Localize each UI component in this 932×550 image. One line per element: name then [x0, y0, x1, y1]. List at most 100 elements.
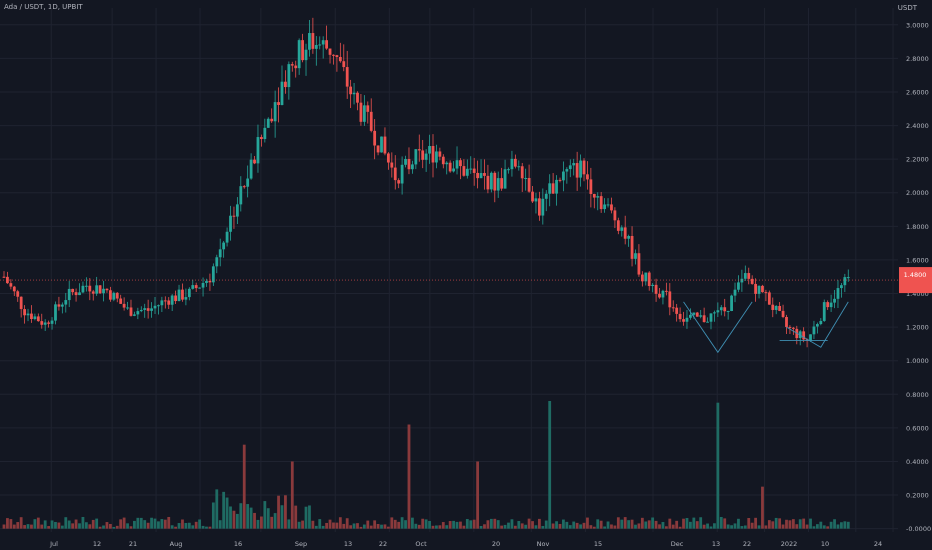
x-tick-label: 10 [821, 540, 829, 548]
candle-body [709, 313, 713, 322]
candle-body [809, 334, 812, 341]
volume-bar [737, 518, 740, 529]
volume-bar [225, 497, 229, 529]
volume-bar [496, 520, 500, 529]
volume-bar [610, 524, 613, 529]
volume-bar [651, 517, 655, 529]
volume-bar [297, 521, 301, 529]
y-tick-label: 2.8000 [906, 55, 929, 63]
volume-bar [2, 524, 6, 529]
candle-body [689, 314, 692, 318]
volume-bar [452, 520, 455, 529]
candle-body [455, 160, 459, 169]
volume-bar [160, 519, 164, 529]
candle-body [19, 296, 23, 310]
candle-body [476, 172, 480, 179]
candle-body [325, 40, 329, 49]
candle-body [603, 204, 606, 210]
candle-body [373, 130, 377, 146]
volume-bar [246, 504, 250, 529]
volume-bar [157, 521, 160, 529]
volume-bar [723, 518, 727, 529]
volume-bar [713, 523, 716, 529]
candle-body [119, 298, 123, 304]
volume-bar [579, 524, 582, 529]
volume-bar [620, 519, 624, 529]
candle-body [723, 307, 727, 312]
candle-body [260, 137, 263, 140]
volume-bar [74, 519, 78, 529]
volume-bar [513, 525, 517, 529]
volume-bar [33, 519, 37, 529]
candle-body [64, 300, 68, 305]
volume-bar [349, 525, 353, 529]
volume-bar [71, 523, 75, 529]
volume-bar [318, 519, 322, 529]
volume-bar [551, 523, 555, 529]
x-tick-label: 22 [743, 540, 751, 548]
volume-bar [177, 523, 181, 529]
candle-body [366, 105, 370, 112]
volume-bar [469, 520, 473, 529]
y-tick-label: 0.2000 [906, 492, 929, 500]
candle-body [781, 310, 785, 317]
candle-body [349, 86, 353, 95]
volume-bar [531, 521, 534, 529]
candle-body [634, 253, 637, 259]
candle-body [826, 302, 830, 308]
candle-body [249, 159, 253, 179]
volume-bar [81, 516, 85, 529]
volume-bar [380, 524, 383, 529]
volume-bar [414, 523, 418, 529]
candle-body [376, 145, 380, 153]
volume-bar [534, 525, 538, 529]
volume-bar [846, 521, 850, 529]
volume-bar [23, 525, 26, 529]
candle-body [187, 288, 191, 298]
volume-bar [301, 520, 304, 529]
volume-bar [332, 522, 335, 529]
volume-bar [345, 518, 349, 529]
candle-body [682, 319, 685, 322]
candle-body [771, 304, 775, 310]
volume-bar [16, 522, 20, 529]
candle-body [668, 291, 672, 308]
candle-body [544, 193, 548, 199]
candle-body [211, 266, 215, 283]
volume-bar [785, 519, 788, 529]
volume-bar [187, 522, 191, 529]
y-tick-label: 1.2000 [906, 324, 929, 332]
x-axis: Jul 12 21 Aug 16 Sep 13 22 Oct 20 Nov 15 Dec 13 22 2022… [49, 540, 882, 548]
volume-bar [54, 521, 57, 529]
x-tick-label: Sep [295, 540, 307, 548]
candle-body [627, 236, 631, 239]
volume-bar [373, 520, 377, 529]
candle-body [43, 322, 47, 325]
volume-bar [235, 513, 239, 529]
candle-body [678, 313, 682, 320]
y-tick-label: 2.0000 [906, 189, 929, 197]
candle-body [246, 178, 250, 187]
x-tick-label: 20 [492, 540, 500, 548]
volume-bar [520, 523, 524, 529]
y-tick-label: 0.8000 [906, 391, 929, 399]
candle-body [791, 327, 795, 329]
volume-bar [692, 517, 696, 529]
candle-body [462, 166, 466, 176]
price-candles [2, 17, 850, 348]
candle-body [253, 159, 256, 164]
volume-bar [356, 523, 359, 529]
candle-body [170, 295, 174, 305]
volume-bar [153, 518, 157, 529]
volume-bar [465, 519, 469, 529]
candle-body [157, 305, 160, 307]
candle-body [33, 316, 37, 320]
candle-body [510, 158, 514, 170]
volume-bar [527, 518, 531, 529]
candle-body [277, 102, 280, 105]
volume-bar [757, 525, 761, 529]
volume-bar [57, 522, 61, 529]
candle-body [102, 288, 105, 294]
candle-body [284, 81, 287, 88]
